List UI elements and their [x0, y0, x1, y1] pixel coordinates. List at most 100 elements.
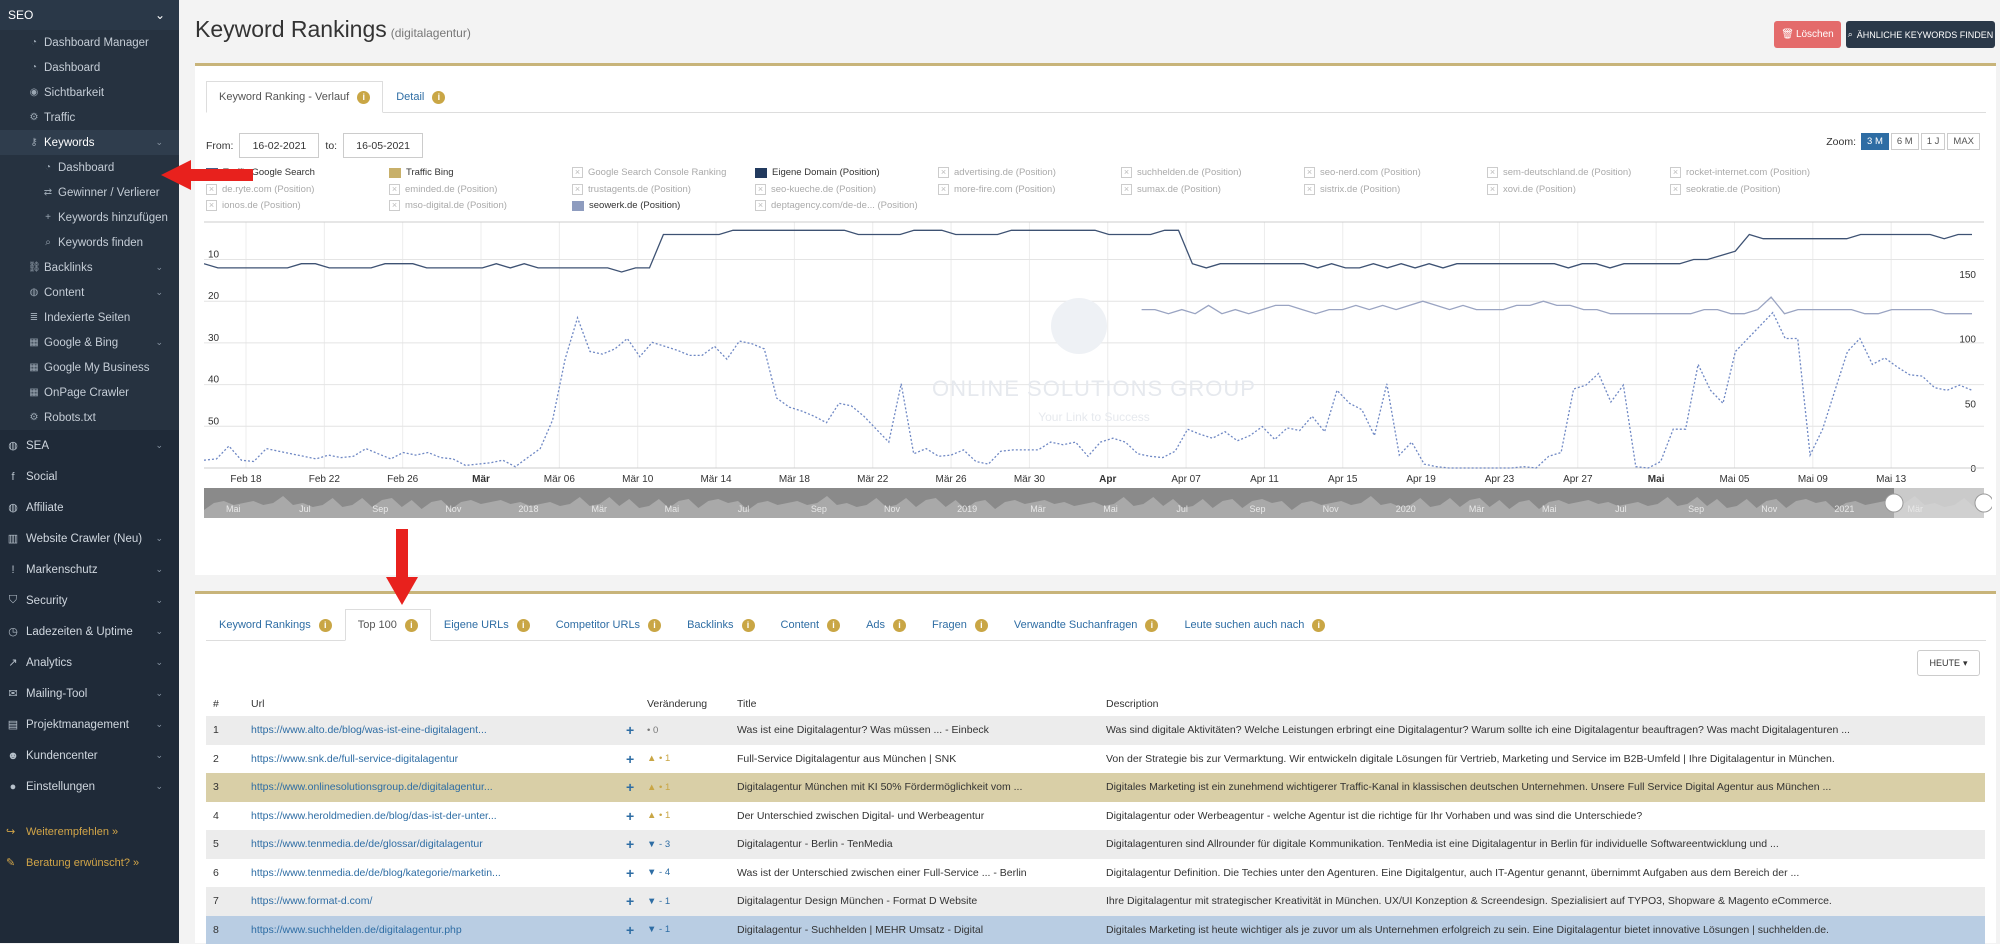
row-url[interactable]: https://www.snk.de/full-service-digitala… — [244, 745, 619, 774]
sidebar-item-dashboard[interactable]: ◔Dashboard — [0, 155, 179, 180]
sidebar-item-gewinner-verlierer[interactable]: ⇄Gewinner / Verlierer — [0, 180, 179, 205]
zoom-1j-button[interactable]: 1 J — [1921, 133, 1946, 150]
to-date-input[interactable]: 16-05-2021 — [343, 133, 423, 158]
legend-item[interactable]: ×sem-deutschland.de (Position) — [1487, 167, 1631, 178]
add-url-button[interactable]: + — [619, 916, 640, 944]
delete-button[interactable]: 🗑Löschen — [1774, 21, 1841, 48]
zoom-max-button[interactable]: MAX — [1947, 133, 1980, 150]
legend-item[interactable]: ×eminded.de (Position) — [389, 184, 497, 195]
legend-item[interactable]: ×trustagents.de (Position) — [572, 184, 691, 195]
sidebar-item-sichtbarkeit[interactable]: ◉Sichtbarkeit — [0, 80, 179, 105]
sidebar-item-markenschutz[interactable]: !Markenschutz⌄ — [0, 554, 179, 585]
navigator-label: Jul — [299, 504, 311, 514]
sidebar-item-analytics[interactable]: ↗Analytics⌄ — [0, 647, 179, 678]
sidebar-item-keywords-finden[interactable]: ⌕Keywords finden — [0, 230, 179, 255]
sidebar-item-projektmanagement[interactable]: ▤Projektmanagement⌄ — [0, 709, 179, 740]
find-similar-keywords-button[interactable]: ⌕ÄHNLICHE KEYWORDS FINDEN — [1846, 21, 1995, 48]
sidebar-item-indexierte-seiten[interactable]: ≣Indexierte Seiten — [0, 305, 179, 330]
tab-label: Ads — [866, 619, 885, 631]
from-date-input[interactable]: 16-02-2021 — [239, 133, 319, 158]
add-url-button[interactable]: + — [619, 830, 640, 859]
sidebar-section-seo[interactable]: SEO ⌄ — [0, 0, 179, 30]
add-url-button[interactable]: + — [619, 859, 640, 888]
legend-item[interactable]: ×seo-nerd.com (Position) — [1304, 167, 1421, 178]
add-url-button[interactable]: + — [619, 802, 640, 831]
legend-item[interactable]: ×Google Search Console Ranking — [572, 167, 726, 178]
legend-swatch — [755, 168, 767, 178]
zoom-3m-button[interactable]: 3 M — [1861, 133, 1889, 150]
sidebar-item-keywords[interactable]: ⚷Keywords⌄ — [0, 130, 179, 155]
legend-label: trustagents.de (Position) — [588, 184, 691, 195]
sidebar-item-onpage-crawler[interactable]: ▦OnPage Crawler — [0, 380, 179, 405]
chevron-down-icon: ⌄ — [155, 719, 163, 730]
row-url[interactable]: https://www.format-d.com/ — [244, 887, 619, 916]
sidebar-item-affiliate[interactable]: ◍Affiliate — [0, 492, 179, 523]
legend-item[interactable]: ×seo-kueche.de (Position) — [755, 184, 876, 195]
row-url[interactable]: https://www.onlinesolutionsgroup.de/digi… — [244, 773, 619, 802]
legend-item[interactable]: Traffic Bing — [389, 167, 454, 178]
legend-item[interactable]: ×xovi.de (Position) — [1487, 184, 1576, 195]
legend-item[interactable]: seowerk.de (Position) — [572, 200, 680, 211]
legend-label: seokratie.de (Position) — [1686, 184, 1781, 195]
sidebar-item-security[interactable]: ⛉Security⌄ — [0, 585, 179, 616]
row-url[interactable]: https://www.suchhelden.de/digitalagentur… — [244, 916, 619, 944]
row-url[interactable]: https://www.tenmedia.de/de/blog/kategori… — [244, 859, 619, 888]
add-url-button[interactable]: + — [619, 716, 640, 745]
legend-item[interactable]: ×more-fire.com (Position) — [938, 184, 1055, 195]
sidebar-item-robots-txt[interactable]: ⚙Robots.txt — [0, 405, 179, 430]
sidebar-item-backlinks[interactable]: ⛓Backlinks⌄ — [0, 255, 179, 280]
sidebar-item-google-my-business[interactable]: ▦Google My Business — [0, 355, 179, 380]
legend-item[interactable]: ×sistrix.de (Position) — [1304, 184, 1400, 195]
sidebar-item-ladezeiten-uptime[interactable]: ◷Ladezeiten & Uptime⌄ — [0, 616, 179, 647]
sidebar-item-beratung-erw-nscht-[interactable]: ✎Beratung erwünscht? » — [0, 847, 179, 878]
legend-item[interactable]: ×mso-digital.de (Position) — [389, 200, 507, 211]
legend-item[interactable]: ×sumax.de (Position) — [1121, 184, 1221, 195]
legend-item[interactable]: ×advertising.de (Position) — [938, 167, 1056, 178]
heute-dropdown[interactable]: HEUTE▾ — [1917, 650, 1980, 676]
sidebar-item-kundencenter[interactable]: ☻Kundencenter⌄ — [0, 740, 179, 771]
add-url-button[interactable]: + — [619, 745, 640, 774]
sidebar-item-mailing-tool[interactable]: ✉Mailing-Tool⌄ — [0, 678, 179, 709]
x-tick-label: Mär 30 — [1014, 474, 1046, 485]
legend-checkbox-icon: × — [1487, 167, 1498, 178]
sidebar-item-content[interactable]: ◍Content⌄ — [0, 280, 179, 305]
legend-item[interactable]: Eigene Domain (Position) — [755, 167, 880, 178]
add-url-button[interactable]: + — [619, 773, 640, 802]
legend-item[interactable]: ×suchhelden.de (Position) — [1121, 167, 1242, 178]
legend-item[interactable]: ×deptagency.com/de-de... (Position) — [755, 200, 918, 211]
legend-item[interactable]: ×rocket-internet.com (Position) — [1670, 167, 1810, 178]
zoom-6m-button[interactable]: 6 M — [1891, 133, 1919, 150]
sidebar-item-traffic[interactable]: ⚙Traffic — [0, 105, 179, 130]
sidebar-item-website-crawler-neu-[interactable]: ▥Website Crawler (Neu)⌄ — [0, 523, 179, 554]
row-url[interactable]: https://www.heroldmedien.de/blog/das-ist… — [244, 802, 619, 831]
legend-item[interactable]: ×ionos.de (Position) — [206, 200, 301, 211]
sidebar-item-weiterempfehlen-[interactable]: ↪Weiterempfehlen » — [0, 816, 179, 847]
to-label: to: — [325, 140, 337, 152]
add-url-button[interactable]: + — [619, 887, 640, 916]
sidebar-item-sea[interactable]: ◍SEA⌄ — [0, 430, 179, 461]
sidebar-item-einstellungen[interactable]: ●Einstellungen⌄ — [0, 771, 179, 802]
row-url[interactable]: https://www.alto.de/blog/was-ist-eine-di… — [244, 716, 619, 745]
sidebar-item-google-bing[interactable]: ▦Google & Bing⌄ — [0, 330, 179, 355]
legend-item[interactable]: ×seokratie.de (Position) — [1670, 184, 1781, 195]
sidebar-item-keywords-hinzuf-gen[interactable]: +Keywords hinzufügen — [0, 205, 179, 230]
tab-label: Verwandte Suchanfragen — [1014, 619, 1138, 631]
row-url[interactable]: https://www.tenmedia.de/de/glossar/digit… — [244, 830, 619, 859]
y-left-tick-label: 40 — [208, 375, 220, 386]
sidebar-item-dashboard-manager[interactable]: ◔Dashboard Manager — [0, 30, 179, 55]
sidebar-item-dashboard[interactable]: ◔Dashboard — [0, 55, 179, 80]
